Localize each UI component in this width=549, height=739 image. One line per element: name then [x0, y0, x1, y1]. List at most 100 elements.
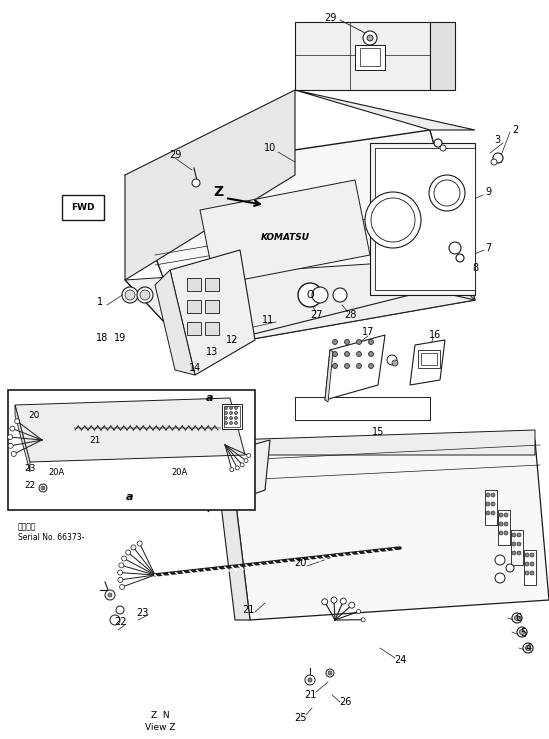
- Bar: [62, 195, 104, 220]
- Circle shape: [326, 669, 334, 677]
- Circle shape: [225, 406, 227, 409]
- Circle shape: [121, 556, 127, 561]
- Circle shape: [356, 339, 361, 344]
- Text: 23: 23: [24, 463, 36, 472]
- Polygon shape: [125, 260, 475, 350]
- Circle shape: [514, 616, 519, 621]
- Polygon shape: [410, 340, 445, 385]
- Circle shape: [230, 468, 234, 471]
- Text: 7: 7: [485, 243, 491, 253]
- Text: 20A: 20A: [49, 468, 65, 477]
- Circle shape: [525, 562, 529, 566]
- Circle shape: [247, 454, 251, 457]
- Bar: [360, 48, 380, 66]
- Polygon shape: [325, 350, 333, 402]
- Circle shape: [495, 555, 505, 565]
- Circle shape: [234, 417, 238, 420]
- Circle shape: [225, 412, 227, 415]
- Text: 8: 8: [472, 263, 478, 273]
- Text: 20: 20: [28, 410, 40, 420]
- Circle shape: [512, 542, 516, 546]
- Circle shape: [234, 406, 238, 409]
- Circle shape: [523, 643, 533, 653]
- Circle shape: [131, 545, 136, 550]
- Text: 21: 21: [304, 690, 316, 700]
- Circle shape: [333, 339, 338, 344]
- Text: 22: 22: [114, 617, 126, 627]
- Circle shape: [8, 443, 13, 449]
- Bar: [187, 278, 201, 291]
- Text: 22: 22: [24, 480, 36, 489]
- Polygon shape: [511, 530, 523, 565]
- Circle shape: [491, 493, 495, 497]
- Circle shape: [322, 599, 328, 605]
- Text: 6: 6: [515, 613, 521, 623]
- Circle shape: [363, 31, 377, 45]
- Text: 21: 21: [242, 605, 254, 615]
- Circle shape: [486, 502, 490, 506]
- Circle shape: [229, 412, 232, 415]
- Circle shape: [387, 355, 397, 365]
- Circle shape: [429, 175, 465, 211]
- Circle shape: [234, 412, 238, 415]
- Circle shape: [345, 339, 350, 344]
- Polygon shape: [208, 455, 215, 512]
- Circle shape: [512, 613, 522, 623]
- Text: 20A: 20A: [172, 468, 188, 477]
- Bar: [187, 322, 201, 335]
- Circle shape: [361, 618, 365, 621]
- Circle shape: [8, 435, 13, 440]
- Circle shape: [449, 242, 461, 254]
- Bar: [222, 404, 242, 429]
- Circle shape: [530, 571, 534, 575]
- Text: 4: 4: [526, 643, 532, 653]
- Circle shape: [499, 531, 503, 535]
- Polygon shape: [200, 180, 370, 285]
- Circle shape: [137, 287, 153, 303]
- Text: KOMATSU: KOMATSU: [260, 233, 310, 242]
- Circle shape: [517, 533, 521, 537]
- Circle shape: [491, 502, 495, 506]
- Circle shape: [236, 466, 239, 470]
- Circle shape: [41, 486, 45, 490]
- Circle shape: [105, 590, 115, 600]
- Circle shape: [15, 419, 20, 423]
- Circle shape: [229, 406, 232, 409]
- Circle shape: [368, 364, 373, 369]
- Polygon shape: [498, 510, 510, 545]
- Circle shape: [229, 421, 232, 424]
- Text: 15: 15: [372, 427, 384, 437]
- Text: 10: 10: [264, 143, 276, 153]
- Text: 9: 9: [485, 187, 491, 197]
- Circle shape: [244, 459, 248, 463]
- Polygon shape: [125, 90, 295, 280]
- Text: 2: 2: [512, 125, 518, 135]
- Circle shape: [11, 452, 16, 457]
- Circle shape: [122, 287, 138, 303]
- Circle shape: [368, 352, 373, 356]
- Circle shape: [333, 364, 338, 369]
- Circle shape: [117, 570, 122, 575]
- Circle shape: [349, 602, 355, 608]
- Circle shape: [525, 553, 529, 557]
- Circle shape: [504, 522, 508, 526]
- Text: 25: 25: [294, 713, 306, 723]
- Circle shape: [371, 198, 415, 242]
- Circle shape: [499, 522, 503, 526]
- Circle shape: [512, 551, 516, 555]
- Bar: [205, 278, 219, 291]
- Circle shape: [119, 563, 124, 568]
- Text: Z  N: Z N: [150, 710, 169, 720]
- Polygon shape: [230, 430, 535, 455]
- Circle shape: [486, 511, 490, 515]
- Circle shape: [356, 364, 361, 369]
- Circle shape: [225, 417, 227, 420]
- Circle shape: [118, 577, 123, 582]
- Text: 16: 16: [429, 330, 441, 340]
- Text: Z: Z: [213, 185, 223, 199]
- Polygon shape: [370, 143, 475, 295]
- Circle shape: [499, 513, 503, 517]
- Polygon shape: [325, 335, 385, 400]
- Circle shape: [312, 287, 328, 303]
- Circle shape: [530, 562, 534, 566]
